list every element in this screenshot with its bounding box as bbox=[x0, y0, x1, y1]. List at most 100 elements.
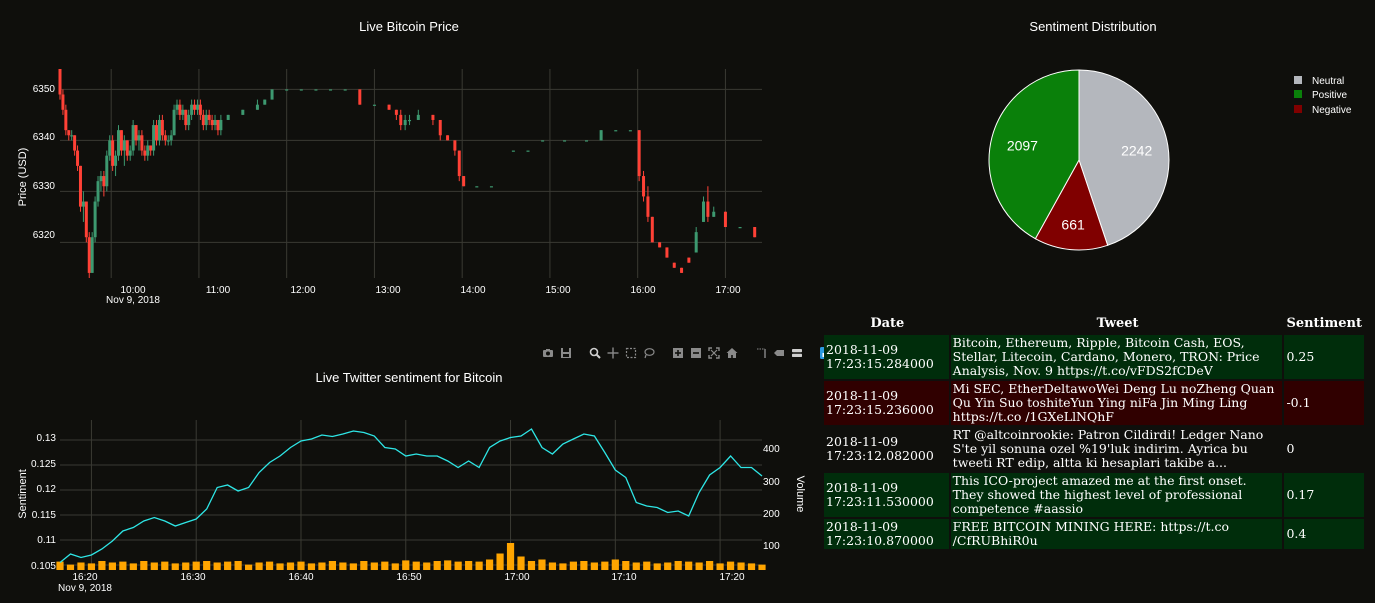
price-candles bbox=[58, 69, 757, 278]
legend-item-neutral[interactable]: Neutral bbox=[1294, 76, 1344, 87]
volume-bar bbox=[465, 561, 473, 570]
zoom-out-icon[interactable] bbox=[688, 346, 703, 361]
price-candle bbox=[431, 114, 435, 126]
price-x-date-label: Nov 9, 2018 bbox=[106, 295, 160, 306]
sentiment-x-date-label: Nov 9, 2018 bbox=[58, 583, 112, 594]
box-select-icon[interactable] bbox=[623, 346, 638, 361]
header-date: Date bbox=[870, 316, 905, 331]
volume-bar bbox=[244, 564, 253, 570]
volume-bar bbox=[286, 562, 295, 570]
price-candle bbox=[157, 114, 161, 146]
pie-slice-label-neutral: 2242 bbox=[1121, 143, 1152, 159]
volume-bar bbox=[601, 561, 609, 570]
price-candle bbox=[81, 191, 85, 222]
volume-bar bbox=[66, 564, 75, 570]
zoom-icon[interactable] bbox=[587, 346, 602, 361]
sentiment-x-tick: 17:00 bbox=[504, 572, 529, 583]
table-row: 2018-11-09 17:23:11.530000 This ICO-proj… bbox=[824, 473, 1364, 517]
tweet-text: Mi SEC, EtherDeltawoWei Deng Lu noZheng … bbox=[950, 381, 1285, 425]
volume-bar bbox=[706, 561, 714, 570]
legend-item-negative[interactable]: Negative bbox=[1294, 105, 1352, 116]
price-candle bbox=[387, 104, 391, 110]
price-candle bbox=[125, 140, 129, 161]
price-candle bbox=[680, 267, 684, 273]
pan-icon[interactable] bbox=[605, 346, 620, 361]
price-candle bbox=[155, 119, 159, 146]
volume-bar bbox=[433, 561, 441, 570]
volume-bar bbox=[391, 563, 399, 570]
price-candle bbox=[753, 227, 757, 238]
price-candle bbox=[117, 125, 120, 161]
sentiment-y-tick: 0.13 bbox=[37, 433, 57, 444]
price-candle bbox=[399, 109, 403, 131]
price-candle bbox=[213, 114, 217, 131]
price-x-tick: 13:00 bbox=[375, 285, 400, 296]
price-candle bbox=[114, 150, 118, 177]
price-candle bbox=[207, 109, 211, 126]
price-x-tick: 12:00 bbox=[290, 285, 315, 296]
price-candle bbox=[646, 186, 650, 222]
price-chart[interactable]: Live Bitcoin Price Price (USD) Nov 9, 20… bbox=[0, 0, 780, 320]
reset-axes-icon[interactable] bbox=[724, 346, 739, 361]
volume-bar bbox=[685, 561, 693, 570]
price-candle bbox=[255, 99, 259, 110]
volume-bar bbox=[265, 561, 274, 570]
volume-bar bbox=[726, 561, 735, 570]
volume-bar bbox=[203, 561, 211, 570]
volume-bar bbox=[56, 561, 64, 570]
price-candle bbox=[204, 109, 208, 131]
price-candle bbox=[96, 176, 100, 207]
volume-bar bbox=[171, 563, 179, 570]
volume-y-tick: 400 bbox=[763, 444, 780, 455]
price-candle bbox=[78, 165, 82, 212]
volume-bar bbox=[150, 562, 158, 570]
volume-bar bbox=[108, 562, 116, 570]
price-candle bbox=[665, 247, 669, 258]
save-icon[interactable] bbox=[558, 346, 573, 361]
volume-bar bbox=[569, 561, 578, 570]
pie-legend[interactable]: Neutral Positive Negative bbox=[1294, 76, 1352, 116]
pie-slice-positive[interactable] bbox=[988, 69, 1080, 240]
tweet-text: This ICO-project amazed me at the first … bbox=[950, 473, 1285, 517]
tweet-sentiment: 0.17 bbox=[1284, 473, 1364, 517]
pie-chart-title: Sentiment Distribution bbox=[1029, 19, 1156, 34]
legend-item-positive[interactable]: Positive bbox=[1294, 90, 1347, 101]
price-grid bbox=[60, 69, 762, 278]
price-candle bbox=[511, 150, 515, 152]
price-candle bbox=[712, 206, 716, 217]
table-header-row: Date Tweet Sentiment bbox=[824, 317, 1364, 333]
price-candle bbox=[73, 135, 77, 156]
price-x-tick: 15:00 bbox=[545, 285, 570, 296]
hover-compare-icon[interactable] bbox=[789, 346, 804, 361]
sentiment-x-tick: 17:10 bbox=[611, 572, 636, 583]
legend-swatch-neutral bbox=[1294, 76, 1302, 84]
volume-bar bbox=[192, 561, 200, 570]
volume-bar bbox=[716, 563, 724, 570]
hover-closest-icon[interactable] bbox=[771, 346, 786, 361]
lasso-icon[interactable] bbox=[641, 346, 656, 361]
volume-bar bbox=[77, 562, 85, 570]
price-candle bbox=[84, 201, 88, 243]
sentiment-y-tick: 0.125 bbox=[31, 459, 56, 470]
sentiment-y-ticks: 0.13 0.125 0.12 0.115 0.11 0.105 bbox=[31, 433, 56, 572]
spike-lines-icon[interactable] bbox=[753, 346, 768, 361]
camera-icon[interactable] bbox=[540, 346, 555, 361]
price-candle bbox=[226, 114, 230, 120]
sentiment-x-ticks: 16:20 16:30 16:40 16:50 17:00 17:10 17:2… bbox=[72, 572, 744, 583]
price-candle bbox=[329, 89, 333, 91]
volume-bar bbox=[318, 562, 326, 570]
pie-slice-negative[interactable] bbox=[1034, 158, 1109, 251]
sentiment-y-tick: 0.11 bbox=[37, 535, 56, 546]
price-candle bbox=[163, 130, 167, 146]
price-candle bbox=[193, 99, 197, 115]
price-candle bbox=[541, 140, 545, 142]
tweet-date: 2018-11-09 17:23:15.284000 bbox=[824, 335, 951, 379]
pie-slice-neutral[interactable] bbox=[1078, 69, 1170, 246]
zoom-in-icon[interactable] bbox=[670, 346, 685, 361]
autoscale-icon[interactable] bbox=[706, 346, 721, 361]
price-candle bbox=[166, 135, 170, 146]
price-candle bbox=[175, 99, 179, 115]
volume-bar bbox=[538, 559, 546, 570]
volume-bar bbox=[664, 562, 672, 570]
price-candle bbox=[453, 140, 457, 156]
